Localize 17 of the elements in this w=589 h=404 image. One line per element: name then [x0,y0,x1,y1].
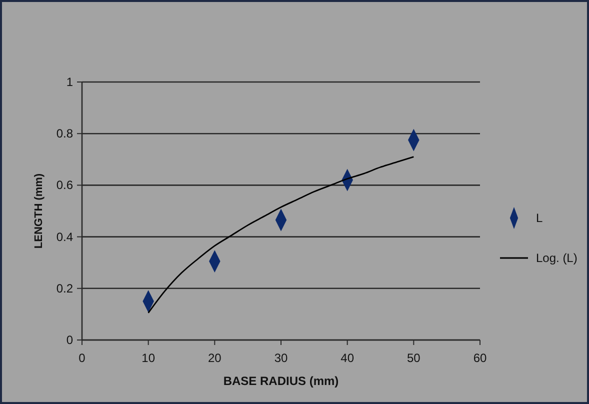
x-tick-label: 30 [274,351,288,365]
y-tick-label: 0.2 [56,281,74,296]
x-tick-label: 20 [208,351,222,365]
x-tick-label: 60 [473,351,487,365]
x-tick-label: 50 [406,351,421,365]
legend-label: Log. (L) [536,251,578,265]
x-axis-title: BASE RADIUS (mm) [223,374,339,388]
x-tick-label: 10 [142,351,156,365]
y-axis-title: LENGTH (mm) [33,173,45,249]
x-tick-label: 0 [78,351,86,365]
y-tick-label: 0.6 [56,178,74,192]
legend-label: L [536,211,543,225]
x-tick-label: 40 [340,351,354,365]
y-tick-label: 0 [66,333,74,347]
y-tick-label: 0.8 [56,126,74,141]
y-tick-label: 1 [66,75,74,89]
y-tick-label: 0.4 [56,230,74,244]
